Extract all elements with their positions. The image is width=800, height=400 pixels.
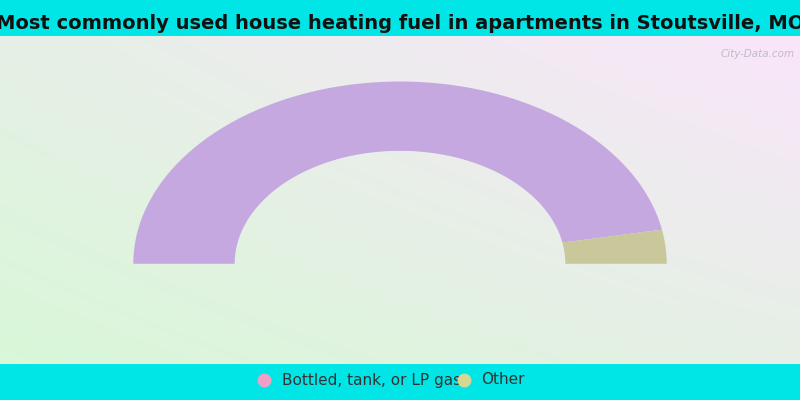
Polygon shape	[562, 230, 666, 264]
Text: City-Data.com: City-Data.com	[721, 49, 794, 59]
Polygon shape	[134, 82, 662, 264]
Text: Bottled, tank, or LP gas: Bottled, tank, or LP gas	[282, 372, 461, 388]
Text: Other: Other	[482, 372, 525, 388]
Text: Most commonly used house heating fuel in apartments in Stoutsville, MO: Most commonly used house heating fuel in…	[0, 14, 800, 32]
